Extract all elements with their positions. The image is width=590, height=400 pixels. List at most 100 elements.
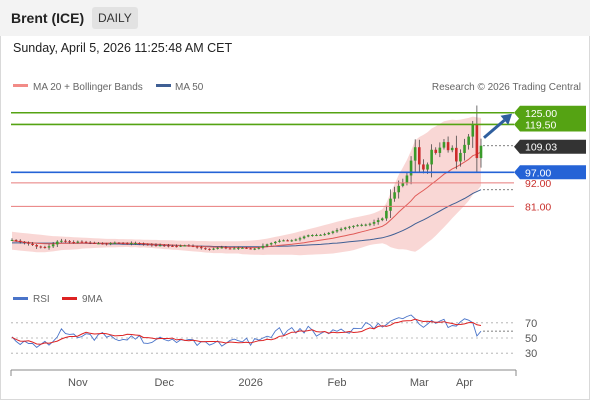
candle bbox=[64, 239, 67, 243]
candle bbox=[438, 142, 442, 158]
candle-body bbox=[92, 242, 96, 244]
candle bbox=[175, 244, 178, 248]
candle-body bbox=[55, 241, 59, 245]
candle bbox=[356, 224, 359, 227]
candle bbox=[253, 247, 257, 251]
candle-body bbox=[134, 243, 137, 245]
candle bbox=[72, 240, 76, 244]
candle bbox=[97, 241, 100, 245]
time-axis-label: Mar bbox=[410, 377, 429, 389]
candle bbox=[261, 243, 265, 250]
candle-body bbox=[380, 218, 384, 221]
candle-body bbox=[434, 149, 438, 153]
ma20-legend-label: MA 20 + Bollinger Bands bbox=[33, 82, 143, 93]
candle-body bbox=[60, 240, 63, 242]
candle bbox=[257, 247, 261, 250]
time-axis-label: 2026 bbox=[238, 377, 262, 389]
candle-body bbox=[162, 245, 166, 247]
candle bbox=[195, 245, 199, 249]
time-axis-label: Nov bbox=[68, 377, 88, 389]
candle-body bbox=[121, 242, 125, 244]
candle bbox=[150, 243, 154, 247]
candle bbox=[158, 243, 162, 247]
candle-body bbox=[220, 247, 224, 249]
candle bbox=[14, 239, 18, 242]
candle bbox=[434, 147, 438, 155]
candle-body bbox=[430, 149, 433, 165]
candle-body bbox=[245, 247, 248, 249]
candle-body bbox=[327, 232, 331, 235]
level-label: 119.50 bbox=[525, 119, 556, 131]
candle-body bbox=[171, 245, 174, 247]
candle-body bbox=[471, 124, 475, 137]
candle-body bbox=[331, 231, 335, 233]
timeframe-badge[interactable]: DAILY bbox=[92, 7, 138, 29]
candle-body bbox=[372, 222, 376, 224]
candle-body bbox=[352, 225, 355, 227]
candle bbox=[179, 244, 182, 247]
candle bbox=[249, 247, 252, 250]
candle-body bbox=[179, 245, 182, 247]
level-support: 97.00 bbox=[11, 165, 586, 180]
candle-body bbox=[475, 124, 479, 159]
candle-body bbox=[31, 243, 34, 246]
candle-body bbox=[72, 242, 76, 244]
candle-body bbox=[389, 198, 392, 211]
candle-body bbox=[319, 234, 322, 236]
candle bbox=[68, 240, 71, 244]
candle-body bbox=[356, 225, 359, 227]
candle-body bbox=[146, 244, 150, 246]
candle-body bbox=[23, 242, 26, 244]
candle bbox=[298, 236, 302, 242]
candle-body bbox=[64, 240, 67, 242]
candle-body bbox=[212, 248, 215, 250]
rsi-level-label: 50 bbox=[525, 333, 537, 345]
candle bbox=[339, 227, 343, 232]
candle-body bbox=[368, 223, 372, 225]
rsi-ma-legend-swatch bbox=[62, 297, 77, 300]
candle bbox=[208, 248, 211, 251]
candle-body bbox=[294, 239, 298, 241]
candle-body bbox=[175, 246, 178, 248]
candle-body bbox=[241, 247, 244, 249]
candle-body bbox=[278, 240, 281, 242]
header-bar: Brent (ICE) DAILY bbox=[0, 0, 590, 36]
candle bbox=[23, 241, 26, 245]
candle-body bbox=[348, 226, 351, 228]
candle bbox=[142, 242, 145, 246]
candle-body bbox=[315, 235, 318, 237]
candle bbox=[117, 242, 121, 244]
candle-body bbox=[232, 248, 236, 250]
projection-arrow-head bbox=[500, 113, 512, 125]
candle-body bbox=[265, 244, 269, 246]
ma20-legend-swatch bbox=[13, 84, 28, 87]
candle-body bbox=[76, 241, 80, 243]
rsi-ma-line bbox=[11, 318, 482, 345]
level-current: 109.03 bbox=[514, 139, 586, 154]
candle-body bbox=[393, 192, 396, 199]
candle bbox=[55, 240, 59, 248]
candle bbox=[372, 219, 376, 226]
candle-body bbox=[385, 210, 388, 219]
candle-body bbox=[138, 243, 141, 245]
candle-body bbox=[261, 245, 265, 248]
candle bbox=[290, 239, 294, 242]
candle bbox=[101, 242, 104, 245]
candle-body bbox=[228, 248, 232, 250]
candle-body bbox=[199, 247, 203, 249]
candle bbox=[241, 246, 244, 249]
candle bbox=[245, 246, 248, 250]
candle bbox=[183, 244, 187, 247]
candle-body bbox=[360, 224, 363, 226]
candle-body bbox=[409, 160, 413, 176]
candle-body bbox=[376, 220, 380, 223]
candle-body bbox=[286, 240, 289, 242]
candle bbox=[27, 241, 30, 246]
candle-body bbox=[88, 242, 92, 244]
candle-body bbox=[339, 228, 343, 231]
candle bbox=[294, 238, 298, 242]
candle-body bbox=[35, 245, 38, 247]
candle-body bbox=[455, 147, 458, 162]
candle-body bbox=[117, 242, 121, 244]
candle-body bbox=[195, 246, 199, 248]
